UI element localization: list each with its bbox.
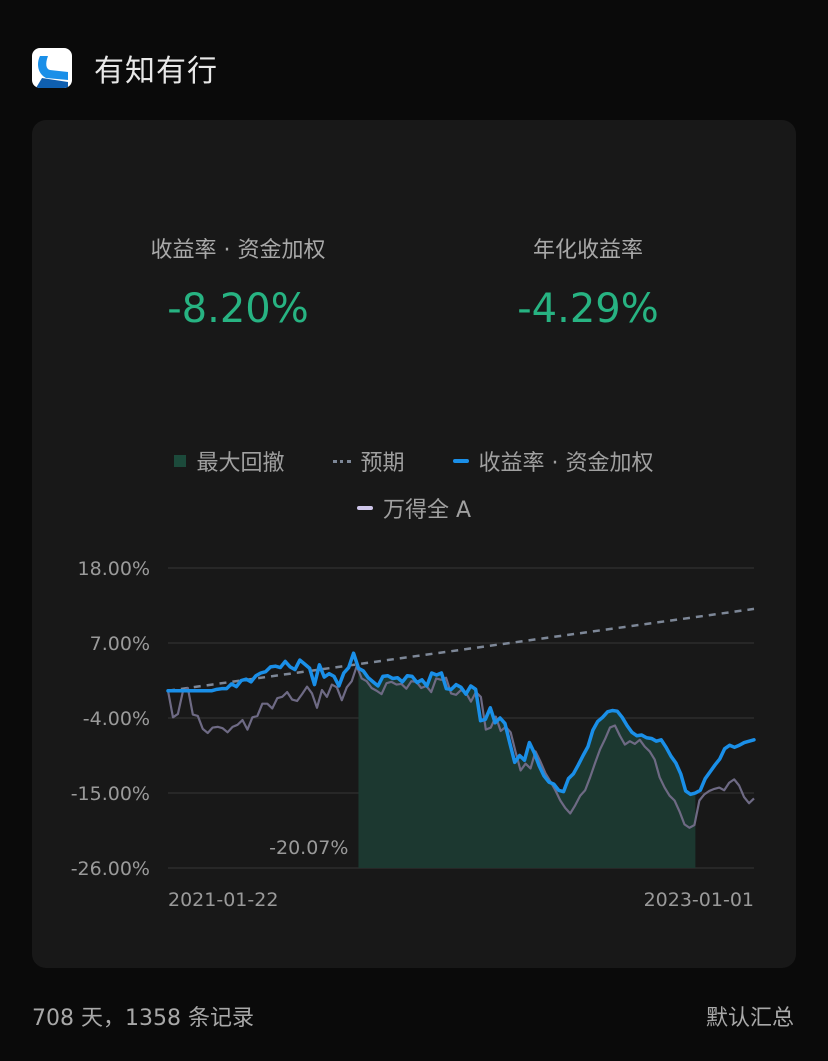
legend-swatch	[356, 506, 373, 510]
metric-value: -8.20%	[167, 286, 309, 332]
legend-item-expected[interactable]: 预期	[332, 445, 405, 477]
y-tick-label: 18.00%	[78, 558, 150, 580]
y-tick-label: -26.00%	[71, 858, 150, 880]
metric-money-weighted-return: 收益率 · 资金加权 -8.20%	[88, 232, 388, 332]
legend-item-wind-a-index[interactable]: 万得全 A	[356, 492, 472, 524]
legend-item-return[interactable]: 收益率 · 资金加权	[452, 445, 654, 477]
legend-label: 预期	[360, 451, 405, 476]
chart-legend-row-2: 万得全 A	[32, 492, 796, 524]
metric-label: 收益率 · 资金加权	[150, 238, 326, 263]
max-drawdown-label: -20.07%	[269, 837, 348, 859]
legend-swatch	[452, 459, 469, 463]
y-tick-label: -4.00%	[83, 708, 150, 730]
returns-line-chart: 18.00% 7.00% -4.00% -15.00% -26.00% 2021-01-2…	[71, 558, 756, 911]
legend-swatch	[332, 459, 351, 463]
metric-label: 年化收益率	[532, 238, 643, 263]
record-summary: 708 天，1358 条记录	[32, 1006, 254, 1031]
chart-legend: 最大回撤 预期 收益率 · 资金加权	[32, 445, 796, 477]
x-tick-label: 2021-01-22	[168, 889, 278, 911]
default-summary-button[interactable]: 默认汇总	[705, 1006, 794, 1031]
legend-label: 万得全 A	[382, 498, 472, 523]
returns-card: 收益率 · 资金加权 -8.20% 年化收益率 -4.29% 最大回撤 预期 收…	[32, 120, 796, 968]
max-drawdown-area	[358, 668, 696, 868]
river-logo-icon	[32, 48, 72, 88]
app-title: 有知有行	[94, 54, 218, 89]
app-header: 有知有行	[32, 48, 218, 89]
metric-annualized-return: 年化收益率 -4.29%	[438, 232, 738, 332]
legend-item-max-drawdown[interactable]: 最大回撤	[174, 445, 285, 477]
return-line	[166, 651, 756, 797]
y-tick-label: -15.00%	[71, 783, 150, 805]
legend-swatch	[174, 455, 187, 467]
legend-label: 最大回撤	[196, 451, 285, 476]
x-tick-label: 2023-01-01	[644, 889, 754, 911]
metric-value: -4.29%	[517, 286, 659, 332]
y-tick-label: 7.00%	[90, 633, 150, 655]
legend-label: 收益率 · 资金加权	[478, 451, 654, 476]
